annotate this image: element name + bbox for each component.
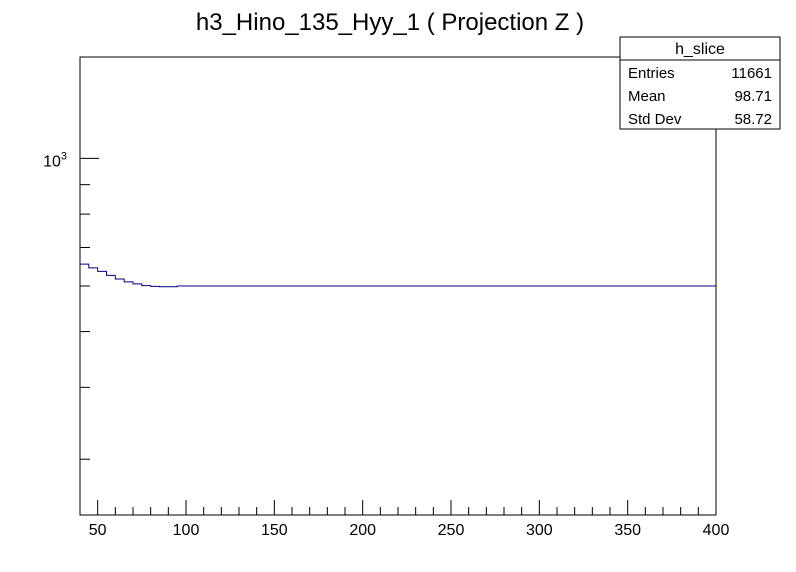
x-tick-label: 350 (614, 522, 641, 539)
y-axis: 103 (43, 150, 99, 460)
x-tick-label: 300 (526, 522, 553, 539)
y-tick-label: 103 (43, 150, 67, 170)
stats-box-title: h_slice (675, 41, 725, 58)
stats-stddev-value: 58.72 (734, 111, 772, 128)
x-tick-label: 150 (261, 522, 288, 539)
chart-title: h3_Hino_135_Hyy_1 ( Projection Z ) (196, 9, 584, 36)
x-axis: 50 100 150 200 250 300 350 400 (79, 500, 730, 539)
stats-box-frame (619, 36, 781, 130)
x-tick-label: 200 (349, 522, 376, 539)
stats-mean-label: Mean (628, 88, 666, 105)
x-tick-label: 50 (89, 522, 107, 539)
stats-mean-value: 98.71 (734, 88, 772, 105)
stats-stddev-label: Std Dev (628, 111, 682, 128)
stats-box: h_slice Entries 11661 Mean 98.71 Std Dev… (619, 36, 781, 130)
histogram-line (80, 263, 716, 288)
histogram-series (80, 263, 716, 288)
x-tick-label: 400 (703, 522, 730, 539)
stats-entries-label: Entries (628, 65, 675, 82)
stats-entries-value: 11661 (731, 65, 772, 82)
x-tick-label: 100 (173, 522, 200, 539)
x-tick-label: 250 (438, 522, 465, 539)
